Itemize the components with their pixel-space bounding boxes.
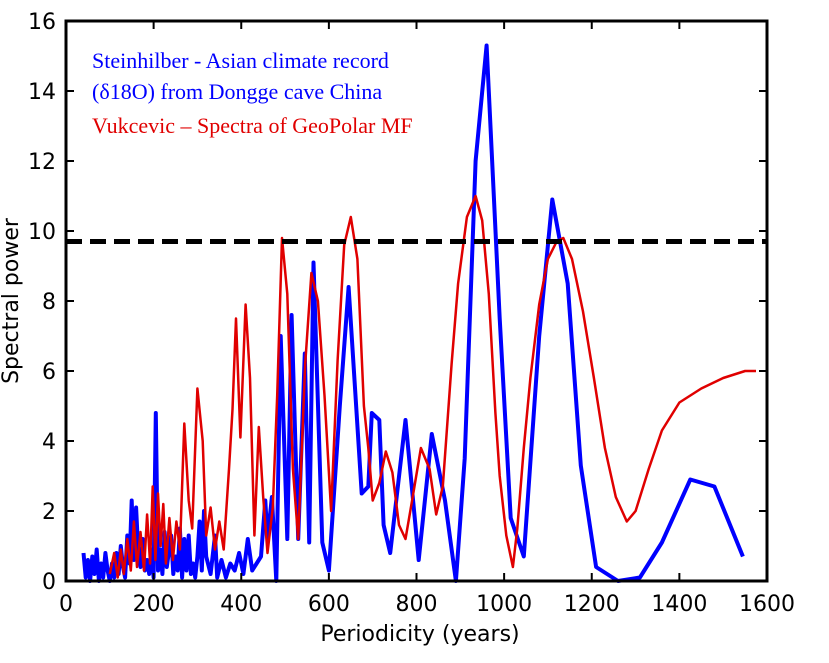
y-tick-label: 2 xyxy=(42,500,56,525)
y-tick-label: 10 xyxy=(28,220,56,245)
series-line-red xyxy=(108,194,756,579)
x-tick-label: 600 xyxy=(308,592,350,617)
y-tick-label: 14 xyxy=(28,80,56,105)
x-tick-label: 1000 xyxy=(476,592,532,617)
x-tick-label: 1200 xyxy=(564,592,620,617)
y-tick-label: 12 xyxy=(28,150,56,175)
y-tick-label: 0 xyxy=(42,570,56,595)
annotation-vukcevic: Vukcevic – Spectra of GeoPolar MF xyxy=(92,113,413,138)
y-tick-label: 4 xyxy=(42,430,56,455)
x-axis-label: Periodicity (years) xyxy=(320,622,519,647)
y-axis-label: Spectral power xyxy=(0,217,24,384)
plot-frame xyxy=(64,19,769,583)
x-tick-label: 0 xyxy=(59,592,73,617)
series-layer xyxy=(81,43,756,583)
x-tick-label: 800 xyxy=(396,592,438,617)
y-tick-label: 8 xyxy=(42,290,56,315)
y-tick-label: 6 xyxy=(42,360,56,385)
x-tick-label: 1400 xyxy=(651,592,707,617)
x-tick-label: 1600 xyxy=(739,592,795,617)
x-tick-label: 400 xyxy=(220,592,262,617)
tick-layer: 0 200 400 600 800 1000 1200 1400 1600 0 2 4 6 8 10 12 14… xyxy=(28,10,795,617)
x-tick-label: 200 xyxy=(133,592,175,617)
y-tick-label: 16 xyxy=(28,10,56,35)
annotation-steinhilber-line1: Steinhilber - Asian climate record xyxy=(92,48,389,73)
annotation-steinhilber-line2: (δ18O) from Dongge cave China xyxy=(92,79,382,104)
